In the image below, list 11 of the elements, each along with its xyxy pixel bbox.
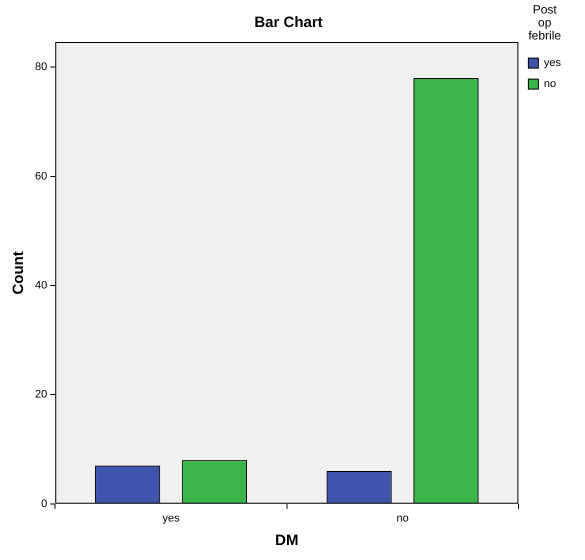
y-axis-title: Count (10, 251, 28, 295)
legend-label: yes (544, 57, 562, 70)
y-tick-label: 80 (34, 61, 48, 74)
legend-label: no (544, 78, 556, 90)
y-tick-label: 60 (34, 170, 48, 182)
y-tick-label: 40 (34, 279, 48, 292)
y-tick-label: 0 (41, 498, 48, 510)
x-axis-title: DM (275, 532, 298, 550)
legend-title: Post op febrile (528, 2, 562, 43)
chart-title: Bar Chart (254, 14, 323, 32)
y-tick-label: 20 (34, 388, 48, 401)
